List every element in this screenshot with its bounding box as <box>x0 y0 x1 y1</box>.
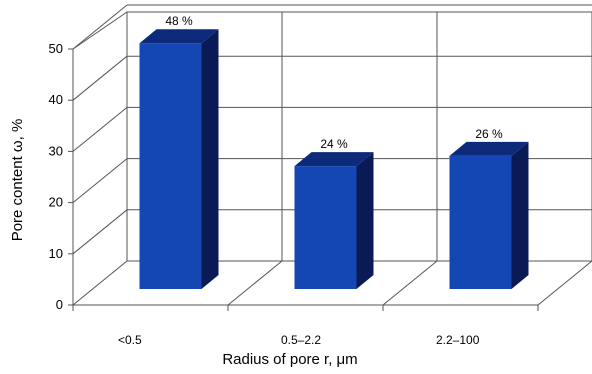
data-label: 26 % <box>475 127 503 141</box>
gridline-left <box>72 107 128 152</box>
bar-front <box>449 155 512 289</box>
x-tick-label: <0.5 <box>118 333 142 347</box>
gridline-left <box>72 209 128 255</box>
data-label: 48 % <box>165 14 193 28</box>
bar-side <box>201 29 219 290</box>
x-tick-label: 0.5–2.2 <box>281 333 321 347</box>
y-axis-title: Pore content ω, % <box>9 119 26 242</box>
floor-divider <box>382 260 438 306</box>
y-tick-label: 50 <box>49 41 63 56</box>
bar <box>139 29 219 290</box>
bar-top <box>449 141 529 156</box>
left-wall-top-edge <box>72 11 128 50</box>
bar-top <box>294 152 374 167</box>
bar-side <box>356 152 374 289</box>
bar-top <box>139 29 219 44</box>
data-labels: 48 % 24 % 26 % <box>165 14 503 151</box>
x-tick-label: 2.2–100 <box>436 333 480 347</box>
y-tick-label: 10 <box>49 246 63 261</box>
y-tick-label: 0 <box>56 297 63 312</box>
floor-divider <box>227 260 283 306</box>
bar <box>294 152 374 289</box>
y-tick-label: 30 <box>49 143 63 158</box>
y-axis-ticks: 0 10 20 30 40 50 <box>49 41 539 312</box>
gridline-left <box>72 158 128 203</box>
bar-front <box>139 43 202 289</box>
bar <box>449 141 529 289</box>
data-label: 24 % <box>320 137 348 151</box>
bar-side <box>511 141 529 289</box>
gridline-left <box>72 55 128 101</box>
x-axis-title: Radius of pore r, μm <box>222 351 357 368</box>
gridline-left <box>72 4 128 50</box>
y-tick-label: 40 <box>49 92 63 107</box>
bar-front <box>294 166 357 289</box>
bars <box>139 29 529 290</box>
y-tick-label: 20 <box>49 195 63 210</box>
x-axis-tick-labels: <0.5 0.5–2.2 2.2–100 <box>118 333 480 347</box>
